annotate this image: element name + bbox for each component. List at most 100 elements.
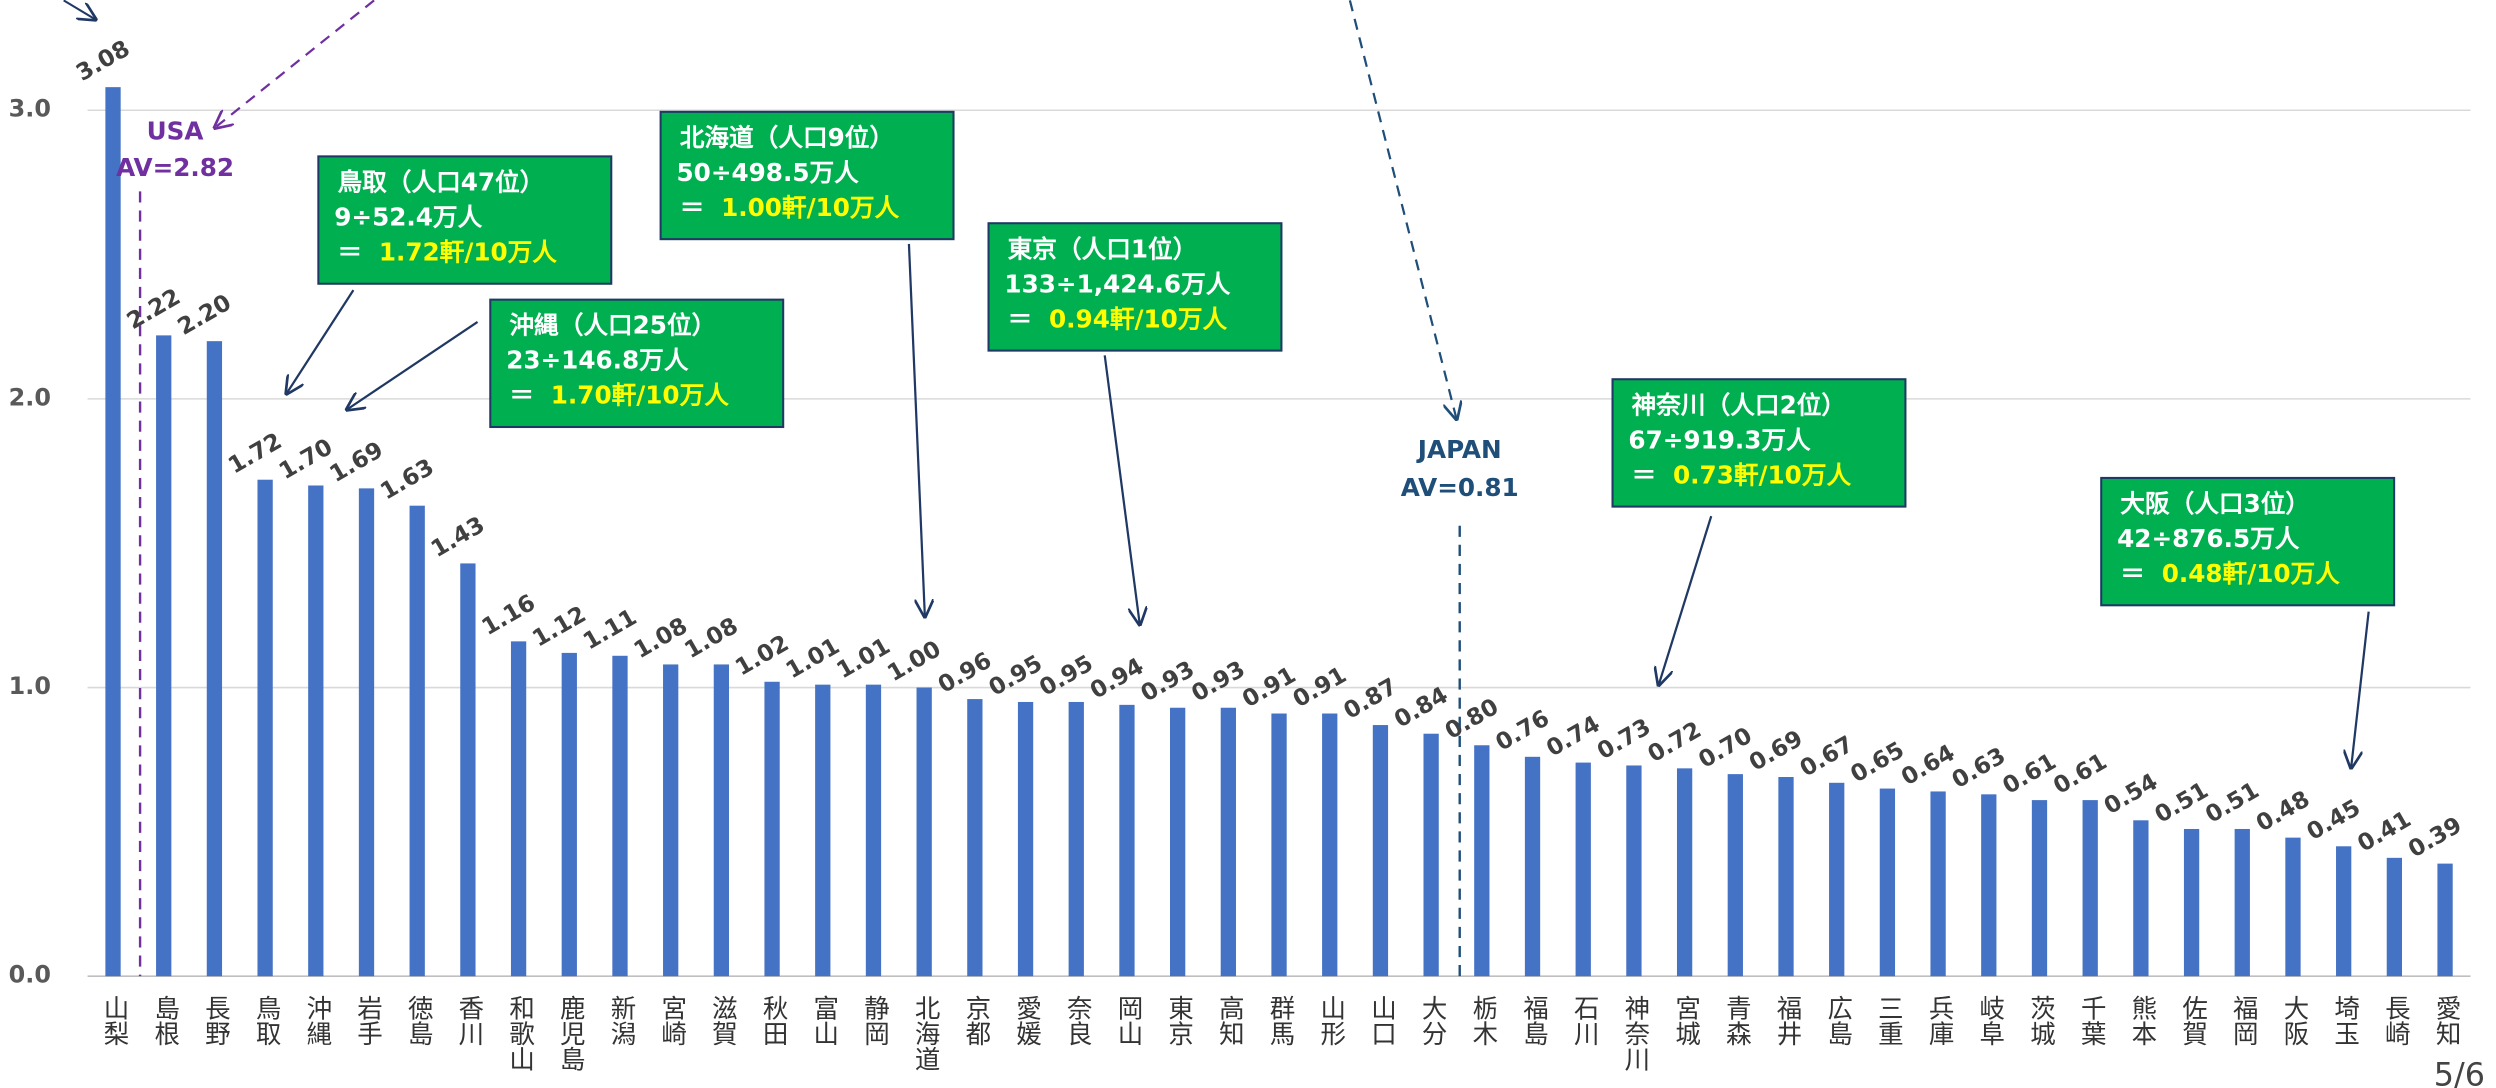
bar xyxy=(764,681,780,977)
value-label: 0.72 xyxy=(1644,717,1706,768)
reference-name: JAPAN xyxy=(1416,435,1502,464)
value-label: 3.08 xyxy=(72,36,134,87)
value-label: 0.64 xyxy=(1897,740,1959,791)
value-label: 2.22 xyxy=(123,284,185,335)
value-label: 0.51 xyxy=(2151,778,2213,829)
bar xyxy=(1879,788,1896,977)
value-label: 0.91 xyxy=(1238,662,1300,713)
bar xyxy=(1778,777,1794,977)
x-tick-label: 神奈川 xyxy=(1620,995,1650,1071)
value-label: 1.11 xyxy=(579,604,641,655)
bar xyxy=(409,505,425,977)
bar xyxy=(1676,768,1693,977)
bar xyxy=(967,699,983,977)
callout-title: 東京（人口1位） xyxy=(1008,234,1198,263)
x-tick-label: 福岡 xyxy=(2228,995,2258,1046)
x-tick-label: 山形 xyxy=(1316,995,1346,1046)
x-tick-label: 滋賀 xyxy=(707,995,737,1046)
x-tick-label: 福井 xyxy=(1772,995,1802,1046)
callout-equals: ＝ xyxy=(337,237,362,266)
bar xyxy=(308,485,324,977)
arrow xyxy=(63,0,96,19)
value-label: 0.51 xyxy=(2201,778,2263,829)
bar xyxy=(1119,704,1135,977)
arrow xyxy=(215,0,375,127)
x-tick-label: 和歌山 xyxy=(505,995,535,1071)
x-tick-label: 石川 xyxy=(1569,995,1599,1046)
x-tick-label: 佐賀 xyxy=(2178,995,2208,1046)
callout-formula: 50÷498.5万人 xyxy=(677,158,860,187)
callout-box xyxy=(987,222,1283,352)
value-label: 0.48 xyxy=(2252,786,2314,837)
bar xyxy=(460,563,476,977)
arrow xyxy=(1103,355,1140,624)
x-tick-label: 愛媛 xyxy=(1012,995,1042,1046)
callout-title: 大阪（人口3位） xyxy=(2120,489,2310,518)
bar xyxy=(1981,794,1997,977)
x-tick-label: 山梨 xyxy=(99,995,129,1046)
x-tick-label: 栃木 xyxy=(1468,995,1498,1046)
bar xyxy=(1423,733,1439,977)
bar xyxy=(1524,756,1541,977)
x-tick-label: 宮崎 xyxy=(657,995,687,1046)
value-label: 0.39 xyxy=(2404,812,2466,863)
value-label: 0.95 xyxy=(1035,651,1097,702)
bar xyxy=(2285,837,2301,977)
value-label: 0.93 xyxy=(1187,656,1249,707)
value-label: 0.73 xyxy=(1593,714,1655,765)
bar xyxy=(815,684,831,977)
x-tick-label: 長野 xyxy=(200,995,230,1046)
bar xyxy=(2234,828,2250,977)
value-label: 1.43 xyxy=(427,512,489,563)
bar xyxy=(713,664,730,977)
bar xyxy=(1829,782,1845,977)
bar xyxy=(2183,828,2200,977)
callout-title: 神奈川（人口2位） xyxy=(1632,390,1846,419)
x-tick-label: 京都 xyxy=(961,995,991,1046)
x-tick-label: 東京 xyxy=(1164,995,1194,1046)
x-tick-label: 千葉 xyxy=(2076,995,2106,1046)
page-number: 5/6 xyxy=(2434,1055,2485,1088)
bar xyxy=(257,479,273,977)
value-label: 0.61 xyxy=(1999,749,2061,800)
callout-title: 沖縄（人口25位） xyxy=(509,311,716,340)
arrow xyxy=(907,243,925,616)
bar xyxy=(865,684,882,977)
value-label: 0.94 xyxy=(1086,653,1148,704)
callout-result: 0.73軒/10万人 xyxy=(1673,460,1851,489)
value-label: 1.63 xyxy=(376,454,438,505)
x-tick-label: 富山 xyxy=(809,995,839,1046)
x-tick-label: 三重 xyxy=(1873,995,1903,1046)
bar xyxy=(1322,713,1338,977)
callout-result: 1.70軒/10万人 xyxy=(551,381,729,410)
callout-formula: 9÷52.4万人 xyxy=(334,202,482,231)
value-label: 1.01 xyxy=(833,633,895,684)
bar xyxy=(206,341,223,977)
reference-label: AV=0.81 xyxy=(1401,473,1519,502)
bar xyxy=(612,655,628,977)
callout-equals: ＝ xyxy=(680,193,705,222)
value-label: 0.74 xyxy=(1542,711,1604,762)
arrow xyxy=(1659,515,1713,685)
x-tick-label: 沖縄 xyxy=(302,995,332,1046)
reference-label: AV=2.82 xyxy=(116,153,234,182)
bar xyxy=(1068,701,1084,977)
callout-formula: 67÷919.3万人 xyxy=(1628,425,1811,454)
bar xyxy=(2336,846,2352,977)
callout-formula: 133÷1,424.6万人 xyxy=(1004,269,1230,298)
x-tick-label: 高知 xyxy=(1214,995,1244,1046)
value-label: 1.08 xyxy=(630,613,692,664)
x-tick-label: 岩手 xyxy=(353,995,383,1046)
x-tick-label: 北海道 xyxy=(910,995,940,1071)
callout-result: 0.94軒/10万人 xyxy=(1049,304,1227,333)
value-label: 0.63 xyxy=(1948,743,2010,794)
value-label: 0.69 xyxy=(1745,726,1807,777)
y-tick-label: 0.0 xyxy=(9,961,51,989)
callout-box xyxy=(1611,378,1907,508)
value-label: 0.67 xyxy=(1796,731,1858,782)
callout-result: 1.72軒/10万人 xyxy=(379,237,557,266)
bar xyxy=(156,335,172,977)
x-tick-label: 広島 xyxy=(1823,995,1853,1046)
